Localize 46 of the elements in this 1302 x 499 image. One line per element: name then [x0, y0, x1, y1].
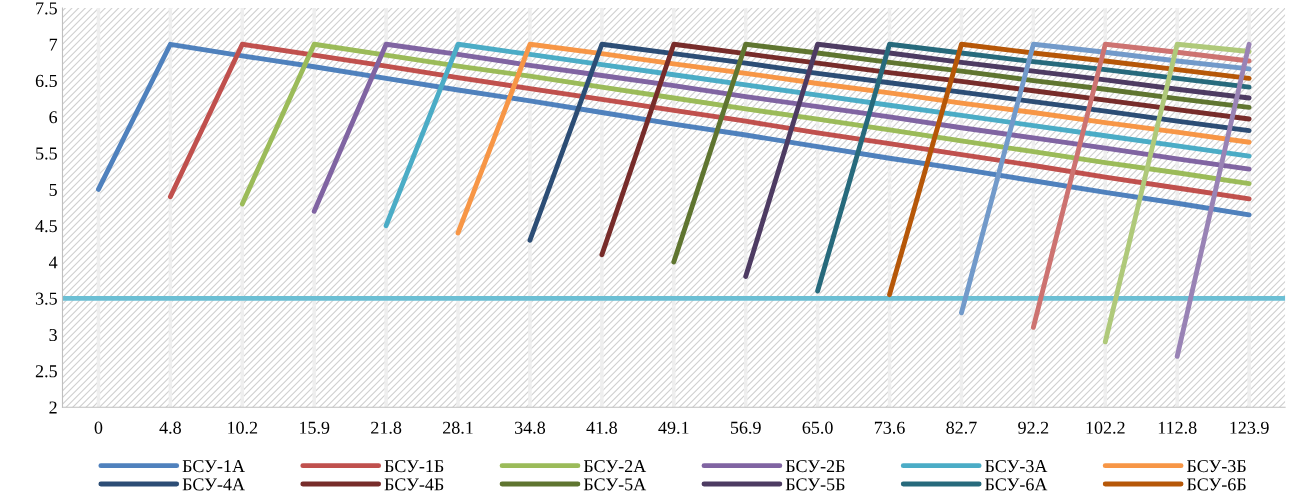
- y-tick-label: 2.5: [35, 365, 57, 378]
- y-tick-label: 7.5: [36, 2, 57, 15]
- legend-label: БСУ-3Б: [1186, 460, 1246, 473]
- y-tick-label: 5.5: [36, 147, 57, 160]
- x-tick-label: 102.2: [1086, 421, 1125, 434]
- line-series: [1030, 41, 1252, 330]
- y-tick-label: 6: [49, 111, 58, 124]
- y-tick-label: 4: [48, 256, 58, 269]
- x-tick-label: 56.9: [730, 421, 761, 434]
- x-tick-label: 82.7: [946, 421, 977, 434]
- y-tick-label: 3: [49, 328, 57, 342]
- x-tick-label: 10.2: [228, 421, 258, 434]
- legend-label: БСУ-6А: [985, 478, 1048, 491]
- legend-label: БСУ-4А: [182, 478, 245, 491]
- y-tick-label: 4.5: [35, 220, 57, 233]
- line-series: [959, 41, 1252, 316]
- x-tick-label: 21.8: [371, 421, 402, 434]
- y-tick-label: 6.5: [35, 74, 57, 88]
- y-tick-label: 7: [49, 38, 58, 51]
- x-tick-label: 0: [94, 421, 103, 434]
- line-series: [887, 41, 1252, 298]
- legend-label: БСУ-2Б: [785, 460, 845, 473]
- x-tick-label: 34.8: [515, 421, 546, 434]
- x-tick-label: 123.9: [1230, 421, 1269, 434]
- legend-label: БСУ-1А: [182, 460, 245, 473]
- x-tick-label: 112.8: [1158, 421, 1197, 434]
- legend-label: БСУ-5А: [583, 478, 647, 491]
- legend-label: БСУ-2А: [583, 460, 647, 473]
- y-tick-label: 3.5: [35, 292, 57, 305]
- x-tick-label: 41.8: [586, 421, 617, 434]
- line-series: [743, 41, 1252, 279]
- x-tick-label: 65.0: [802, 421, 833, 434]
- legend-label: БСУ-1Б: [384, 460, 444, 473]
- x-tick-label: 49.1: [658, 421, 689, 434]
- x-tick-label: 92.2: [1018, 421, 1049, 434]
- legend-label: БСУ-4Б: [384, 478, 444, 491]
- x-tick-label: 15.9: [299, 421, 330, 434]
- x-tick-label: 28.1: [443, 421, 473, 434]
- y-tick-label: 5: [49, 183, 57, 196]
- line-series: [815, 41, 1252, 294]
- x-tick-label: 73.6: [874, 421, 905, 434]
- legend-label: БСУ-3А: [985, 460, 1048, 473]
- legend-label: БСУ-5Б: [785, 478, 845, 491]
- x-tick-label: 4.8: [159, 421, 181, 434]
- y-tick-label: 2: [49, 401, 57, 414]
- legend-label: БСУ-6Б: [1186, 478, 1246, 491]
